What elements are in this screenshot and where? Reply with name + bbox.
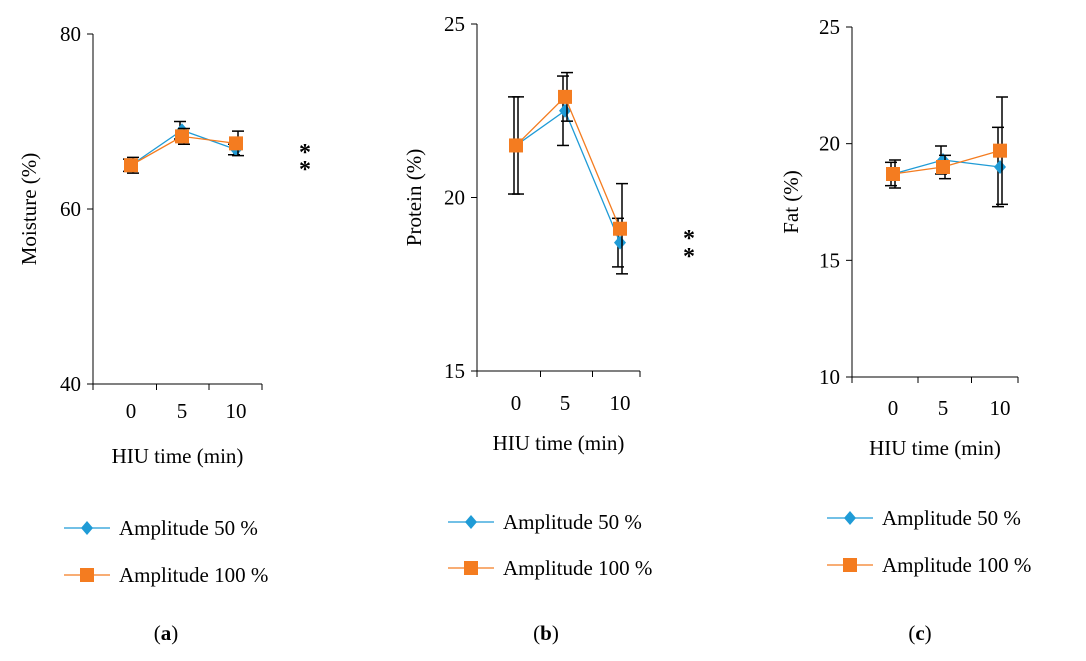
significance-star: * (299, 157, 311, 183)
series-amplitude-100 (124, 127, 244, 174)
legend: Amplitude 50 % Amplitude 100 % (64, 516, 268, 587)
legend-marker-square (80, 568, 94, 582)
panel-caption-letter: c (915, 621, 924, 645)
y-tick-label: 20 (819, 132, 840, 156)
y-tick-label: 80 (60, 22, 81, 46)
y-axis-title: Protein (%) (402, 149, 426, 246)
legend-marker-diamond (465, 515, 477, 529)
data-point-square (936, 160, 950, 174)
legend-label: Amplitude 100 % (882, 553, 1031, 577)
x-axis-title: HIU time (min) (493, 431, 625, 455)
data-point-diamond (994, 160, 1006, 174)
legend: Amplitude 50 % Amplitude 100 % (827, 506, 1031, 577)
y-tick-label: 20 (444, 186, 465, 210)
data-point-square (124, 158, 138, 173)
x-tick-label: 0 (126, 399, 137, 423)
x-tick-label: 10 (610, 391, 631, 415)
panel-caption: (b) (533, 621, 559, 645)
legend-marker-square (464, 561, 478, 575)
legend-marker-diamond (81, 521, 93, 535)
legend-marker-diamond (844, 511, 856, 525)
x-tick-label: 0 (888, 396, 899, 420)
x-tick-label: 10 (226, 399, 247, 423)
chart-panel-b: 15 20 25 0 5 10 HIU time (min) Protein (%) ** Amp… (402, 12, 695, 645)
data-point-square (993, 143, 1007, 158)
y-axis-title: Fat (%) (779, 170, 803, 234)
data-point-square (613, 221, 627, 236)
panel-caption: (a) (154, 621, 179, 645)
series-amplitude-50 (508, 75, 626, 268)
significance-star: * (683, 244, 695, 270)
series-amplitude-100 (886, 96, 1008, 206)
chart-panel-c: 10 15 20 25 0 5 10 HIU time (min) Fat (%) Amplitu… (779, 15, 1031, 645)
data-point-square (509, 138, 523, 153)
data-point-square (886, 167, 900, 181)
data-point-diamond (614, 235, 626, 250)
legend-label: Amplitude 50 % (119, 516, 258, 540)
y-tick-label: 15 (819, 248, 840, 272)
x-axis-title: HIU time (min) (869, 436, 1001, 460)
y-tick-label: 25 (444, 12, 465, 36)
legend-label: Amplitude 100 % (119, 563, 268, 587)
x-tick-label: 10 (990, 396, 1011, 420)
legend-label: Amplitude 50 % (503, 510, 642, 534)
legend-marker-square (843, 558, 857, 572)
panel-caption: (c) (908, 621, 931, 645)
data-point-square (175, 129, 189, 144)
legend: Amplitude 50 % Amplitude 100 % (448, 510, 652, 580)
x-axis-title: HIU time (min) (112, 444, 244, 468)
x-tick-label: 5 (177, 399, 188, 423)
chart-panel-a: 40 60 80 0 5 10 HIU time (min) Moisture (%) ** Am… (17, 22, 311, 645)
series-amplitude-100 (509, 71, 628, 275)
y-tick-label: 40 (60, 372, 81, 396)
y-tick-label: 10 (819, 365, 840, 389)
legend-label: Amplitude 50 % (882, 506, 1021, 530)
data-point-square (229, 136, 243, 151)
y-axis-title: Moisture (%) (17, 153, 41, 266)
y-tick-label: 25 (819, 15, 840, 39)
data-point-square (558, 89, 572, 104)
legend-label: Amplitude 100 % (503, 556, 652, 580)
panel-caption-letter: b (540, 621, 552, 645)
data-point-diamond (559, 103, 571, 118)
x-tick-label: 5 (938, 396, 949, 420)
y-tick-label: 60 (60, 197, 81, 221)
x-tick-label: 0 (511, 391, 522, 415)
significance-star: * (299, 140, 311, 166)
y-tick-label: 15 (444, 359, 465, 383)
x-tick-label: 5 (560, 391, 571, 415)
significance-star: * (683, 226, 695, 252)
panel-caption-letter: a (161, 621, 172, 645)
